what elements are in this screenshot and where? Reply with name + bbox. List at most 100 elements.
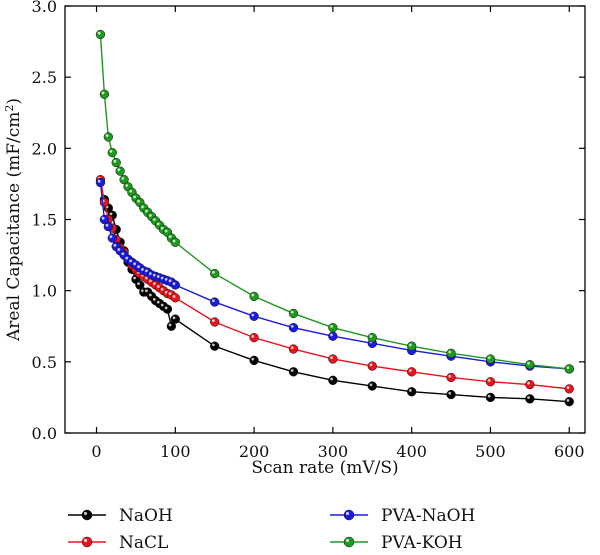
- data-point-highlight: [527, 396, 530, 399]
- legend-label: NaOH: [119, 506, 173, 526]
- data-point-highlight: [172, 282, 176, 286]
- y-axis-title-suffix: ): [4, 98, 24, 105]
- data-point: [170, 237, 180, 247]
- data-point-highlight: [527, 361, 530, 365]
- data-point-highlight: [168, 292, 172, 296]
- data-point-highlight: [172, 316, 176, 320]
- x-tick-label: 200: [239, 442, 270, 461]
- data-point-highlight: [156, 285, 160, 288]
- data-point-highlight: [448, 350, 452, 354]
- data-point-highlight: [251, 293, 255, 297]
- data-point-highlight: [101, 91, 105, 95]
- data-point-highlight: [148, 272, 152, 276]
- data-point: [367, 332, 377, 343]
- plot-series: [95, 29, 574, 407]
- data-point-highlight: [211, 319, 215, 323]
- data-point: [446, 372, 456, 383]
- legend: NaOH NaCL PVA-NaOH PVA-KOH: [68, 506, 475, 553]
- data-point: [103, 221, 113, 232]
- data-point: [407, 367, 417, 377]
- data-point-highlight: [164, 229, 168, 233]
- data-point-highlight: [448, 374, 452, 378]
- data-point-highlight: [290, 369, 294, 372]
- data-point-highlight: [290, 346, 294, 350]
- data-point-highlight: [164, 290, 168, 294]
- data-point: [249, 355, 259, 366]
- data-point-highlight: [487, 394, 491, 398]
- y-tick-label: 2.0: [32, 139, 57, 158]
- data-point-highlight: [109, 235, 113, 239]
- data-point: [328, 354, 338, 364]
- data-point-highlight: [211, 299, 215, 303]
- y-tick-label: 2.5: [32, 68, 57, 87]
- data-point: [115, 166, 125, 176]
- data-point-highlight: [137, 199, 140, 203]
- data-point: [99, 197, 110, 208]
- data-point-highlight: [113, 243, 117, 247]
- data-point: [288, 308, 299, 319]
- data-point-highlight: [527, 381, 530, 385]
- data-point-highlight: [109, 149, 113, 153]
- data-point-highlight: [566, 398, 570, 402]
- data-point: [210, 297, 220, 307]
- data-point: [210, 268, 220, 279]
- data-point: [249, 311, 259, 321]
- data-point-highlight: [168, 279, 172, 283]
- axes: 0 100 200 300 400 500 600 0.0 0.5 1.0 1.5 2.0 2.5 3.0…: [3, 0, 586, 478]
- data-point: [210, 317, 220, 327]
- data-point: [210, 341, 220, 351]
- legend-marker-highlight: [83, 511, 88, 516]
- data-point: [485, 354, 496, 364]
- legend-label: NaCL: [119, 533, 168, 553]
- data-point-highlight: [125, 256, 129, 260]
- data-point: [107, 233, 117, 243]
- series-pva-koh: [95, 29, 574, 374]
- y-axis-title-main: Areal Capacitance (mF/cm: [4, 112, 24, 342]
- legend-marker: [81, 536, 93, 548]
- data-point: [446, 348, 456, 358]
- data-point: [99, 89, 110, 99]
- legend-item-nacl: NaCL: [68, 533, 168, 553]
- data-point-highlight: [125, 184, 129, 187]
- data-point: [170, 280, 180, 290]
- data-point: [525, 394, 535, 404]
- y-tick-label: 0.0: [32, 424, 57, 443]
- legend-marker-highlight: [345, 511, 350, 516]
- x-tick-label: 300: [318, 442, 349, 461]
- data-point: [170, 314, 180, 324]
- data-point-highlight: [148, 293, 152, 297]
- data-point-highlight: [369, 334, 373, 338]
- data-point-highlight: [148, 279, 152, 283]
- data-point-highlight: [152, 282, 156, 286]
- data-point-highlight: [408, 389, 412, 392]
- data-point: [328, 331, 338, 341]
- data-point: [288, 367, 299, 377]
- data-point-highlight: [369, 363, 373, 367]
- y-tick-label: 0.5: [32, 353, 57, 372]
- legend-marker: [343, 536, 355, 548]
- legend-item-pva-koh: PVA-KOH: [330, 533, 463, 553]
- data-point-highlight: [137, 282, 140, 286]
- data-point-highlight: [164, 278, 168, 281]
- legend-marker-highlight: [345, 538, 350, 543]
- data-point-highlight: [290, 310, 294, 314]
- data-point: [407, 341, 417, 351]
- data-point: [367, 361, 377, 371]
- data-point-highlight: [97, 179, 101, 183]
- data-point: [328, 375, 338, 385]
- data-point-highlight: [251, 313, 255, 317]
- data-point: [525, 360, 535, 370]
- data-point: [564, 397, 574, 407]
- data-point-highlight: [121, 176, 125, 180]
- y-axis-title-superscript: 2: [3, 105, 16, 112]
- data-point-highlight: [168, 235, 172, 239]
- data-point-highlight: [109, 212, 113, 216]
- data-point-highlight: [145, 269, 148, 273]
- y-tick-label: 1.5: [32, 211, 57, 230]
- data-point: [407, 387, 417, 397]
- data-point: [446, 389, 456, 400]
- data-point-highlight: [290, 324, 294, 328]
- data-point: [103, 132, 113, 142]
- data-point: [367, 381, 377, 391]
- data-point: [162, 304, 173, 314]
